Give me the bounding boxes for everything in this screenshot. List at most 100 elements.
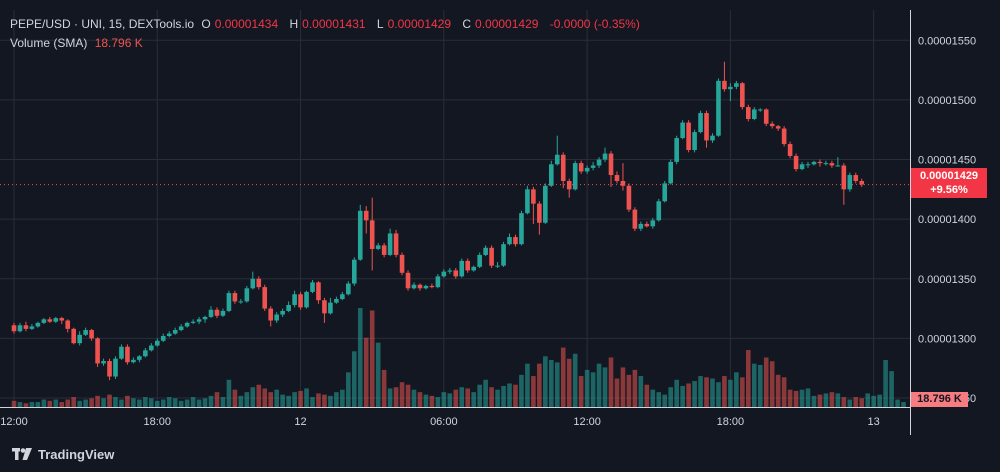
candle xyxy=(519,210,524,246)
candle-body xyxy=(357,210,363,260)
candle-body xyxy=(393,233,399,255)
volume-legend: Volume (SMA) 18.796 K xyxy=(10,36,143,50)
candle xyxy=(513,234,518,247)
volume-bar xyxy=(196,399,202,407)
candle-body xyxy=(722,80,727,90)
candle xyxy=(250,271,256,290)
candle xyxy=(351,257,357,286)
volume-bar xyxy=(554,362,560,407)
change-value: -0.0000 (-0.35%) xyxy=(549,17,640,31)
volume-bar xyxy=(775,374,781,407)
candle-body xyxy=(202,316,208,320)
candle-body xyxy=(381,245,387,255)
volume-bar xyxy=(811,395,817,407)
volume-bar xyxy=(853,397,859,407)
volume-bar xyxy=(656,392,662,407)
candle xyxy=(77,331,82,346)
volume-bar xyxy=(441,392,447,407)
candle-body xyxy=(387,233,393,255)
volume-bar xyxy=(172,398,178,407)
time-axis[interactable]: 12:00 18:00 12 06:00 12:00 18:00 13 xyxy=(0,416,880,428)
candle-body xyxy=(459,260,465,277)
candle-body xyxy=(471,266,476,271)
volume-bar xyxy=(710,378,715,407)
candle xyxy=(322,297,327,323)
candle-body xyxy=(89,330,94,339)
volume-bar xyxy=(23,403,29,407)
candle-body xyxy=(543,185,548,223)
low-label: L xyxy=(376,17,384,31)
candle-body xyxy=(728,86,733,90)
volume-bar xyxy=(160,399,166,407)
volume-bar xyxy=(29,402,35,407)
volume-bar xyxy=(787,389,793,407)
candle-body xyxy=(590,165,596,168)
volume-indicator-label[interactable]: Volume (SMA) xyxy=(10,36,88,50)
volume-bars xyxy=(11,308,906,407)
candle xyxy=(23,321,29,332)
candle-body xyxy=(65,320,71,329)
candle xyxy=(549,160,554,187)
candle-body xyxy=(17,325,23,332)
candle-body xyxy=(489,247,494,266)
candle xyxy=(495,262,500,269)
candle xyxy=(381,242,387,258)
candle-body xyxy=(172,330,178,334)
volume-bar xyxy=(274,389,279,407)
volume-bar xyxy=(632,369,638,407)
candle xyxy=(453,268,459,279)
tradingview-logo[interactable]: TradingView xyxy=(12,447,114,462)
candle xyxy=(447,268,453,274)
volume-bar xyxy=(244,392,250,407)
candle-body xyxy=(584,167,590,172)
last-price-tag: 0.00001429 +9.56% xyxy=(911,168,987,198)
volume-bar xyxy=(901,402,906,407)
volume-bar xyxy=(602,367,608,407)
time-tick-label: 12 xyxy=(294,416,306,428)
candle-body xyxy=(674,138,679,162)
volume-bar xyxy=(357,308,363,407)
candle xyxy=(417,283,423,291)
candle xyxy=(746,104,751,122)
volume-bar xyxy=(716,382,721,407)
volume-bar xyxy=(590,372,596,407)
candle xyxy=(501,241,506,267)
last-price-value: 0.00001429 xyxy=(919,170,979,182)
volume-bar xyxy=(751,363,757,407)
candle xyxy=(346,281,351,296)
candle xyxy=(710,133,715,143)
volume-bar xyxy=(387,388,393,407)
volume-bar xyxy=(113,397,118,407)
volume-bar xyxy=(549,359,554,407)
volume-bar xyxy=(644,384,650,407)
candle xyxy=(674,135,679,165)
candle xyxy=(847,172,853,192)
volume-bar xyxy=(435,397,441,407)
candle xyxy=(298,291,303,310)
volume-bar xyxy=(495,389,500,407)
volume-bar xyxy=(740,377,745,407)
candle xyxy=(334,296,339,304)
volume-bar xyxy=(310,397,315,407)
volume-bar xyxy=(381,369,387,407)
volume-bar xyxy=(889,371,894,407)
candle-body xyxy=(346,283,351,295)
candle xyxy=(29,324,35,331)
low-value: 0.00001429 xyxy=(387,17,452,31)
volume-bar xyxy=(369,310,375,407)
volume-bar xyxy=(674,379,679,407)
candle xyxy=(196,316,202,325)
symbol-label[interactable]: PEPE/USD · UNI, 15, DEXTools.io xyxy=(10,17,195,31)
volume-bar xyxy=(35,402,41,407)
volume-bar xyxy=(375,342,381,407)
candle xyxy=(853,172,859,184)
volume-bar xyxy=(214,392,220,407)
candle xyxy=(143,347,148,358)
candle xyxy=(375,242,381,251)
time-tick-label: 12:00 xyxy=(0,416,28,428)
volume-bar xyxy=(698,376,703,407)
candle-body xyxy=(304,291,309,308)
candle-body xyxy=(41,319,47,323)
volume-bar xyxy=(895,399,900,407)
